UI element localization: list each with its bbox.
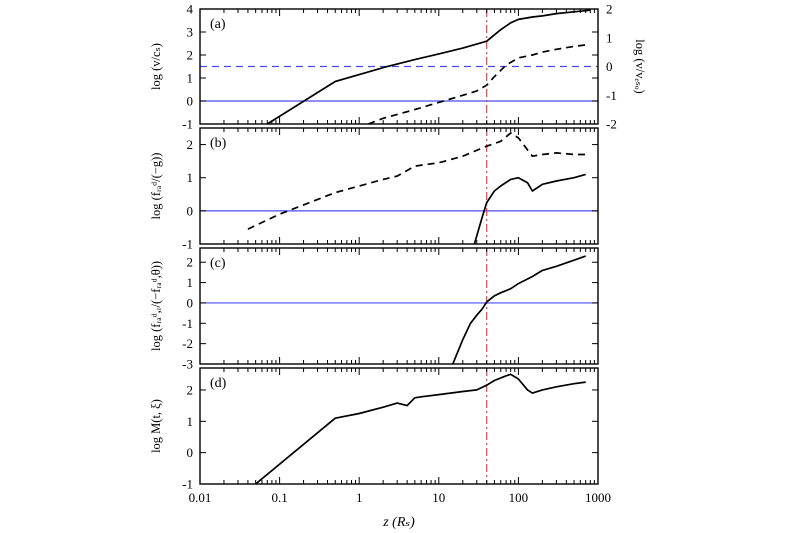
y-tick-label: 1 <box>187 170 194 185</box>
y-axis-title: log (v/cₛ) <box>149 43 163 90</box>
panel-frame <box>199 127 599 245</box>
y-tick-label: 2 <box>187 137 194 152</box>
y-tick-label: 1 <box>187 275 194 290</box>
series-line-1 <box>473 173 586 244</box>
y-right-tick-label: -2 <box>606 117 617 132</box>
x-tick-label: 10 <box>432 490 445 505</box>
series-line-0 <box>255 373 586 484</box>
x-tick-label: 0.1 <box>271 490 287 505</box>
x-tick-label: 100 <box>509 490 529 505</box>
panel-frame <box>199 367 599 485</box>
y-tick-label: 0 <box>187 203 194 218</box>
y-axis-title: log (fᵣₐᵈ,ᵣ/(−fᵣₐᵈ,θ)) <box>149 261 163 351</box>
y-axis-title: log M(t, ξ) <box>149 399 163 453</box>
y-tick-label: 0 <box>187 295 194 310</box>
y-right-tick-label: 1 <box>606 30 613 45</box>
y-tick-label: -1 <box>182 117 193 132</box>
y-tick-label: 1 <box>187 71 194 86</box>
y-tick-label: 3 <box>187 25 194 40</box>
y-tick-label: -1 <box>182 237 193 252</box>
panel-frame <box>199 8 599 125</box>
x-tick-label: 0.01 <box>189 490 212 505</box>
panel-2: -3 -2 -1 0 1 2 (c) log (fᵣₐᵈ,ᵣ/(−fᵣₐᵈ,θ)) <box>149 247 599 372</box>
y-tick-label: -1 <box>182 316 193 331</box>
x-tick-label: 1000 <box>585 490 611 505</box>
x-tick-label: 1 <box>356 490 363 505</box>
panel-label: (a) <box>210 17 226 32</box>
y-tick-label: -1 <box>182 477 193 492</box>
panel-1: -1 0 1 2 (b) log (fᵣₐᵈ/(−g)) <box>149 127 599 252</box>
panel-3: -1 0 1 2 0.01 0.1 1 10 100 1000 z (Rₛ) (d) log M(t, … <box>149 367 611 530</box>
y-tick-label: 2 <box>187 48 194 63</box>
series-line-1 <box>367 44 586 124</box>
y-tick-label: 2 <box>187 255 194 270</box>
y-tick-label: -2 <box>182 336 193 351</box>
panel-label: (d) <box>210 376 227 391</box>
y-tick-label: -3 <box>182 357 193 372</box>
y-right-tick-label: -1 <box>606 88 617 103</box>
series-line-0 <box>266 9 591 124</box>
y-tick-label: 0 <box>187 94 194 109</box>
y-right-axis-title: log (v/vₑₛₒ) <box>633 39 647 93</box>
panel-label: (b) <box>210 136 227 151</box>
panel-label: (c) <box>210 256 226 271</box>
y-right-tick-label: 0 <box>606 59 613 74</box>
y-tick-label: 0 <box>187 445 194 460</box>
y-tick-label: 2 <box>187 382 194 397</box>
series-line-0 <box>247 132 586 230</box>
series-line-0 <box>452 255 586 364</box>
y-tick-label: 4 <box>187 2 194 17</box>
y-axis-title: log (fᵣₐᵈ/(−g)) <box>149 153 163 220</box>
x-axis-title: z (Rₛ) <box>382 515 415 530</box>
y-tick-label: 1 <box>187 414 194 429</box>
y-right-tick-label: 2 <box>606 2 613 17</box>
panel-frame <box>199 247 599 365</box>
panel-0: -1 0 1 2 3 4 -2 -1 0 1 2 log (v/vₑₛₒ) (a) log (v/cₛ) <box>149 2 647 132</box>
